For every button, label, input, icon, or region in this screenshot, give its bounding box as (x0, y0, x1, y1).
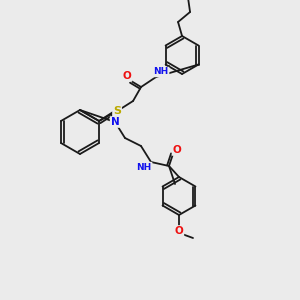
Text: O: O (172, 145, 182, 155)
Text: S: S (113, 106, 121, 116)
Text: O: O (175, 226, 183, 236)
Text: N: N (111, 117, 119, 127)
Text: NH: NH (153, 68, 169, 76)
Text: NH: NH (136, 163, 152, 172)
Text: O: O (123, 71, 131, 81)
